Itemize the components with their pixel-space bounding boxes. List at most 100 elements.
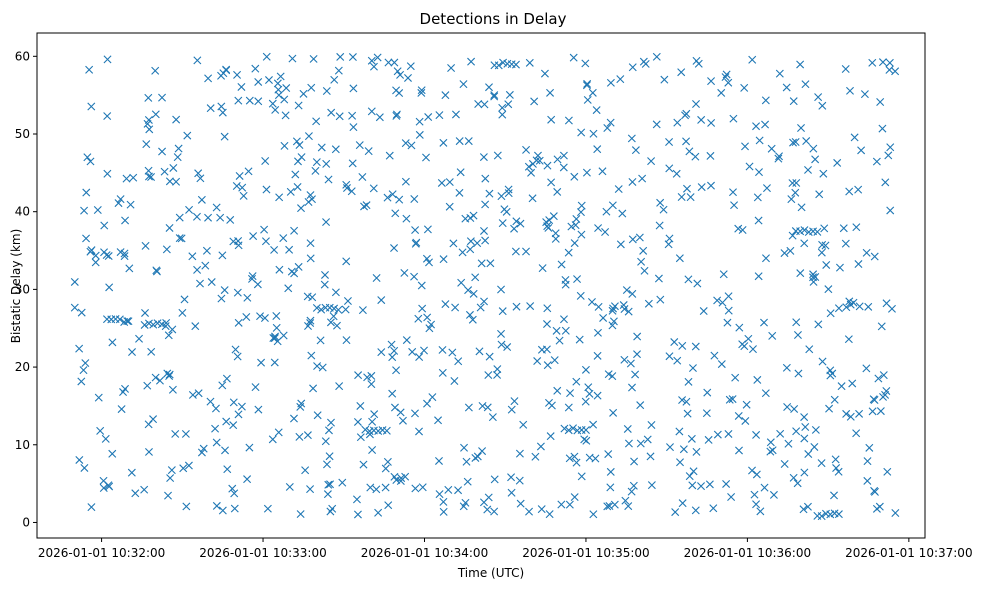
data-point — [348, 111, 357, 120]
data-point — [693, 279, 702, 288]
data-point — [303, 431, 312, 440]
data-point — [477, 259, 486, 268]
data-point — [312, 117, 321, 126]
data-point — [382, 426, 391, 435]
data-point — [233, 352, 242, 361]
data-point — [717, 88, 726, 97]
data-point — [791, 138, 800, 146]
data-point — [317, 143, 326, 152]
data-point — [628, 177, 637, 186]
data-point — [588, 88, 597, 97]
data-point — [91, 258, 100, 267]
data-point — [814, 320, 823, 329]
data-point — [456, 168, 465, 177]
data-point — [279, 331, 288, 340]
data-point — [818, 357, 827, 366]
data-point — [606, 118, 615, 127]
data-point — [582, 81, 591, 90]
data-point — [234, 318, 243, 327]
data-point — [331, 288, 340, 297]
data-point — [627, 487, 636, 496]
data-point — [683, 409, 692, 418]
data-point — [801, 422, 810, 431]
data-point — [293, 157, 302, 166]
data-point — [719, 270, 728, 279]
data-point — [592, 106, 601, 115]
data-point — [817, 512, 826, 521]
data-point — [811, 425, 820, 434]
data-point — [343, 297, 352, 305]
data-point — [93, 206, 102, 214]
data-point — [415, 427, 424, 436]
data-point — [469, 289, 478, 298]
data-point — [624, 502, 633, 511]
data-point — [474, 100, 483, 109]
data-point — [577, 201, 586, 210]
data-point — [616, 75, 625, 84]
data-point — [120, 252, 129, 261]
data-point — [577, 472, 586, 481]
data-point — [589, 510, 598, 519]
data-point — [245, 443, 254, 452]
data-point — [475, 347, 484, 356]
data-point — [606, 78, 615, 87]
data-point — [358, 173, 367, 181]
data-point — [497, 192, 506, 201]
data-point — [863, 476, 872, 485]
data-point — [681, 111, 690, 120]
data-point — [309, 384, 318, 393]
data-point — [162, 318, 171, 327]
data-point — [194, 169, 203, 178]
data-point — [587, 298, 596, 306]
data-point — [439, 255, 448, 264]
data-point — [172, 177, 181, 186]
data-point — [368, 445, 377, 454]
data-point — [392, 110, 401, 119]
data-point — [392, 111, 401, 120]
data-point — [647, 421, 656, 429]
data-point — [543, 320, 551, 329]
data-point — [570, 493, 579, 502]
data-point — [216, 213, 225, 222]
data-point — [670, 338, 679, 347]
data-point — [483, 505, 492, 514]
data-point — [294, 101, 303, 110]
data-point — [820, 224, 829, 233]
data-point — [360, 202, 369, 211]
data-point — [682, 137, 691, 146]
data-point — [144, 166, 153, 175]
data-point — [435, 111, 444, 120]
data-point — [423, 313, 432, 322]
data-point — [99, 484, 108, 492]
data-point — [537, 505, 546, 514]
data-point — [424, 113, 433, 122]
data-point — [81, 359, 90, 368]
data-point — [334, 305, 343, 314]
data-point — [619, 301, 628, 310]
data-point — [108, 338, 117, 347]
data-point — [451, 303, 460, 312]
data-point — [353, 417, 362, 426]
data-point — [559, 151, 568, 160]
data-point — [564, 116, 573, 125]
data-point — [826, 371, 835, 380]
data-point — [707, 181, 715, 190]
data-point — [718, 298, 727, 307]
data-point — [860, 90, 869, 99]
data-point — [535, 156, 544, 165]
data-point — [338, 478, 347, 487]
data-point — [415, 117, 424, 126]
data-point — [458, 248, 467, 257]
data-point — [524, 162, 533, 171]
data-point — [114, 199, 123, 208]
data-point — [363, 373, 372, 382]
data-point — [886, 143, 895, 152]
data-point — [724, 306, 733, 315]
data-point — [551, 234, 560, 243]
data-point — [727, 493, 736, 502]
data-point — [511, 60, 520, 69]
data-point — [660, 75, 669, 84]
data-point — [178, 308, 187, 317]
data-point — [70, 277, 79, 286]
data-point — [598, 167, 607, 176]
